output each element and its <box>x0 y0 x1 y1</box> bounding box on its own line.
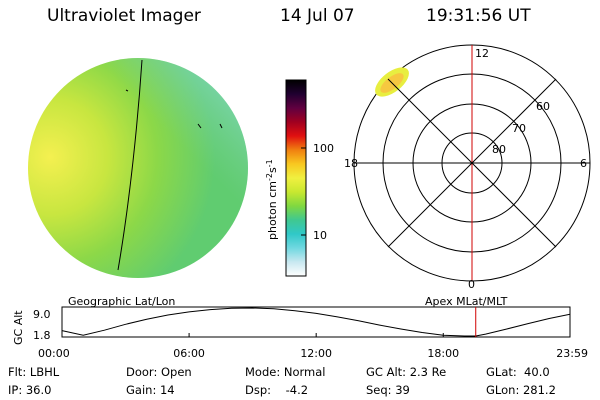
timeline-right-caption: Apex MLat/MLT <box>425 295 508 308</box>
timeline-ytick-top: 9.0 <box>33 308 51 321</box>
door-info: Door: Open <box>126 365 192 379</box>
filter-info: Flt: LBHL <box>8 365 60 379</box>
timeline-series-group <box>61 307 571 337</box>
mlat-label-70: 70 <box>512 122 526 135</box>
mode-info: Mode: Normal <box>245 365 326 379</box>
colorbar-tick-100: 100 <box>313 142 334 155</box>
dsp-info: Dsp: -4.2 <box>245 383 309 397</box>
timeline-xtick-label: 23:59 <box>556 347 588 360</box>
timeline-xtick-label: 12:00 <box>300 347 332 360</box>
timeline-ytick-bottom: 1.8 <box>33 329 51 342</box>
timeline-xtick-label: 18:00 <box>427 347 459 360</box>
timeline-xtick-label: 06:00 <box>173 347 205 360</box>
polar-diagonal-2 <box>387 78 557 248</box>
mlt-label-18: 18 <box>344 157 358 170</box>
seq-info: Seq: 39 <box>366 383 410 397</box>
glat-info: GLat: 40.0 <box>486 365 550 379</box>
timeline-xticks-group: 00:00 06:00 12:00 18:00 23:59 <box>38 333 588 360</box>
mlat-label-60: 60 <box>536 100 550 113</box>
image-limb-glow <box>28 58 248 278</box>
geographic-meridian-line <box>117 59 143 271</box>
colorbar-unit-label: photon cm-2s-1 <box>265 159 279 240</box>
timeline-ylabel: GC Alt <box>12 310 25 345</box>
mlt-label-12: 12 <box>475 47 489 60</box>
time-label: 19:31:56 UT <box>426 6 531 26</box>
mlat-label-80: 80 <box>492 143 506 156</box>
colorbar-tick-10: 10 <box>313 229 327 242</box>
mlt-label-0: 0 <box>468 278 475 291</box>
altitude-series-line <box>61 307 571 337</box>
ip-info: IP: 36.0 <box>8 383 52 397</box>
mlt-label-6: 6 <box>580 157 587 170</box>
app-title: Ultraviolet Imager <box>47 6 201 26</box>
colorbar-scale <box>285 79 307 277</box>
timeline-xtick-label: 00:00 <box>38 347 70 360</box>
gc-alt-info: GC Alt: 2.3 Re <box>366 365 447 379</box>
glon-info: GLon: 281.2 <box>486 383 556 397</box>
date-label: 14 Jul 07 <box>280 6 355 26</box>
coastline-fragments <box>125 89 223 129</box>
gain-info: Gain: 14 <box>126 383 175 397</box>
timeline-left-caption: Geographic Lat/Lon <box>68 295 176 308</box>
